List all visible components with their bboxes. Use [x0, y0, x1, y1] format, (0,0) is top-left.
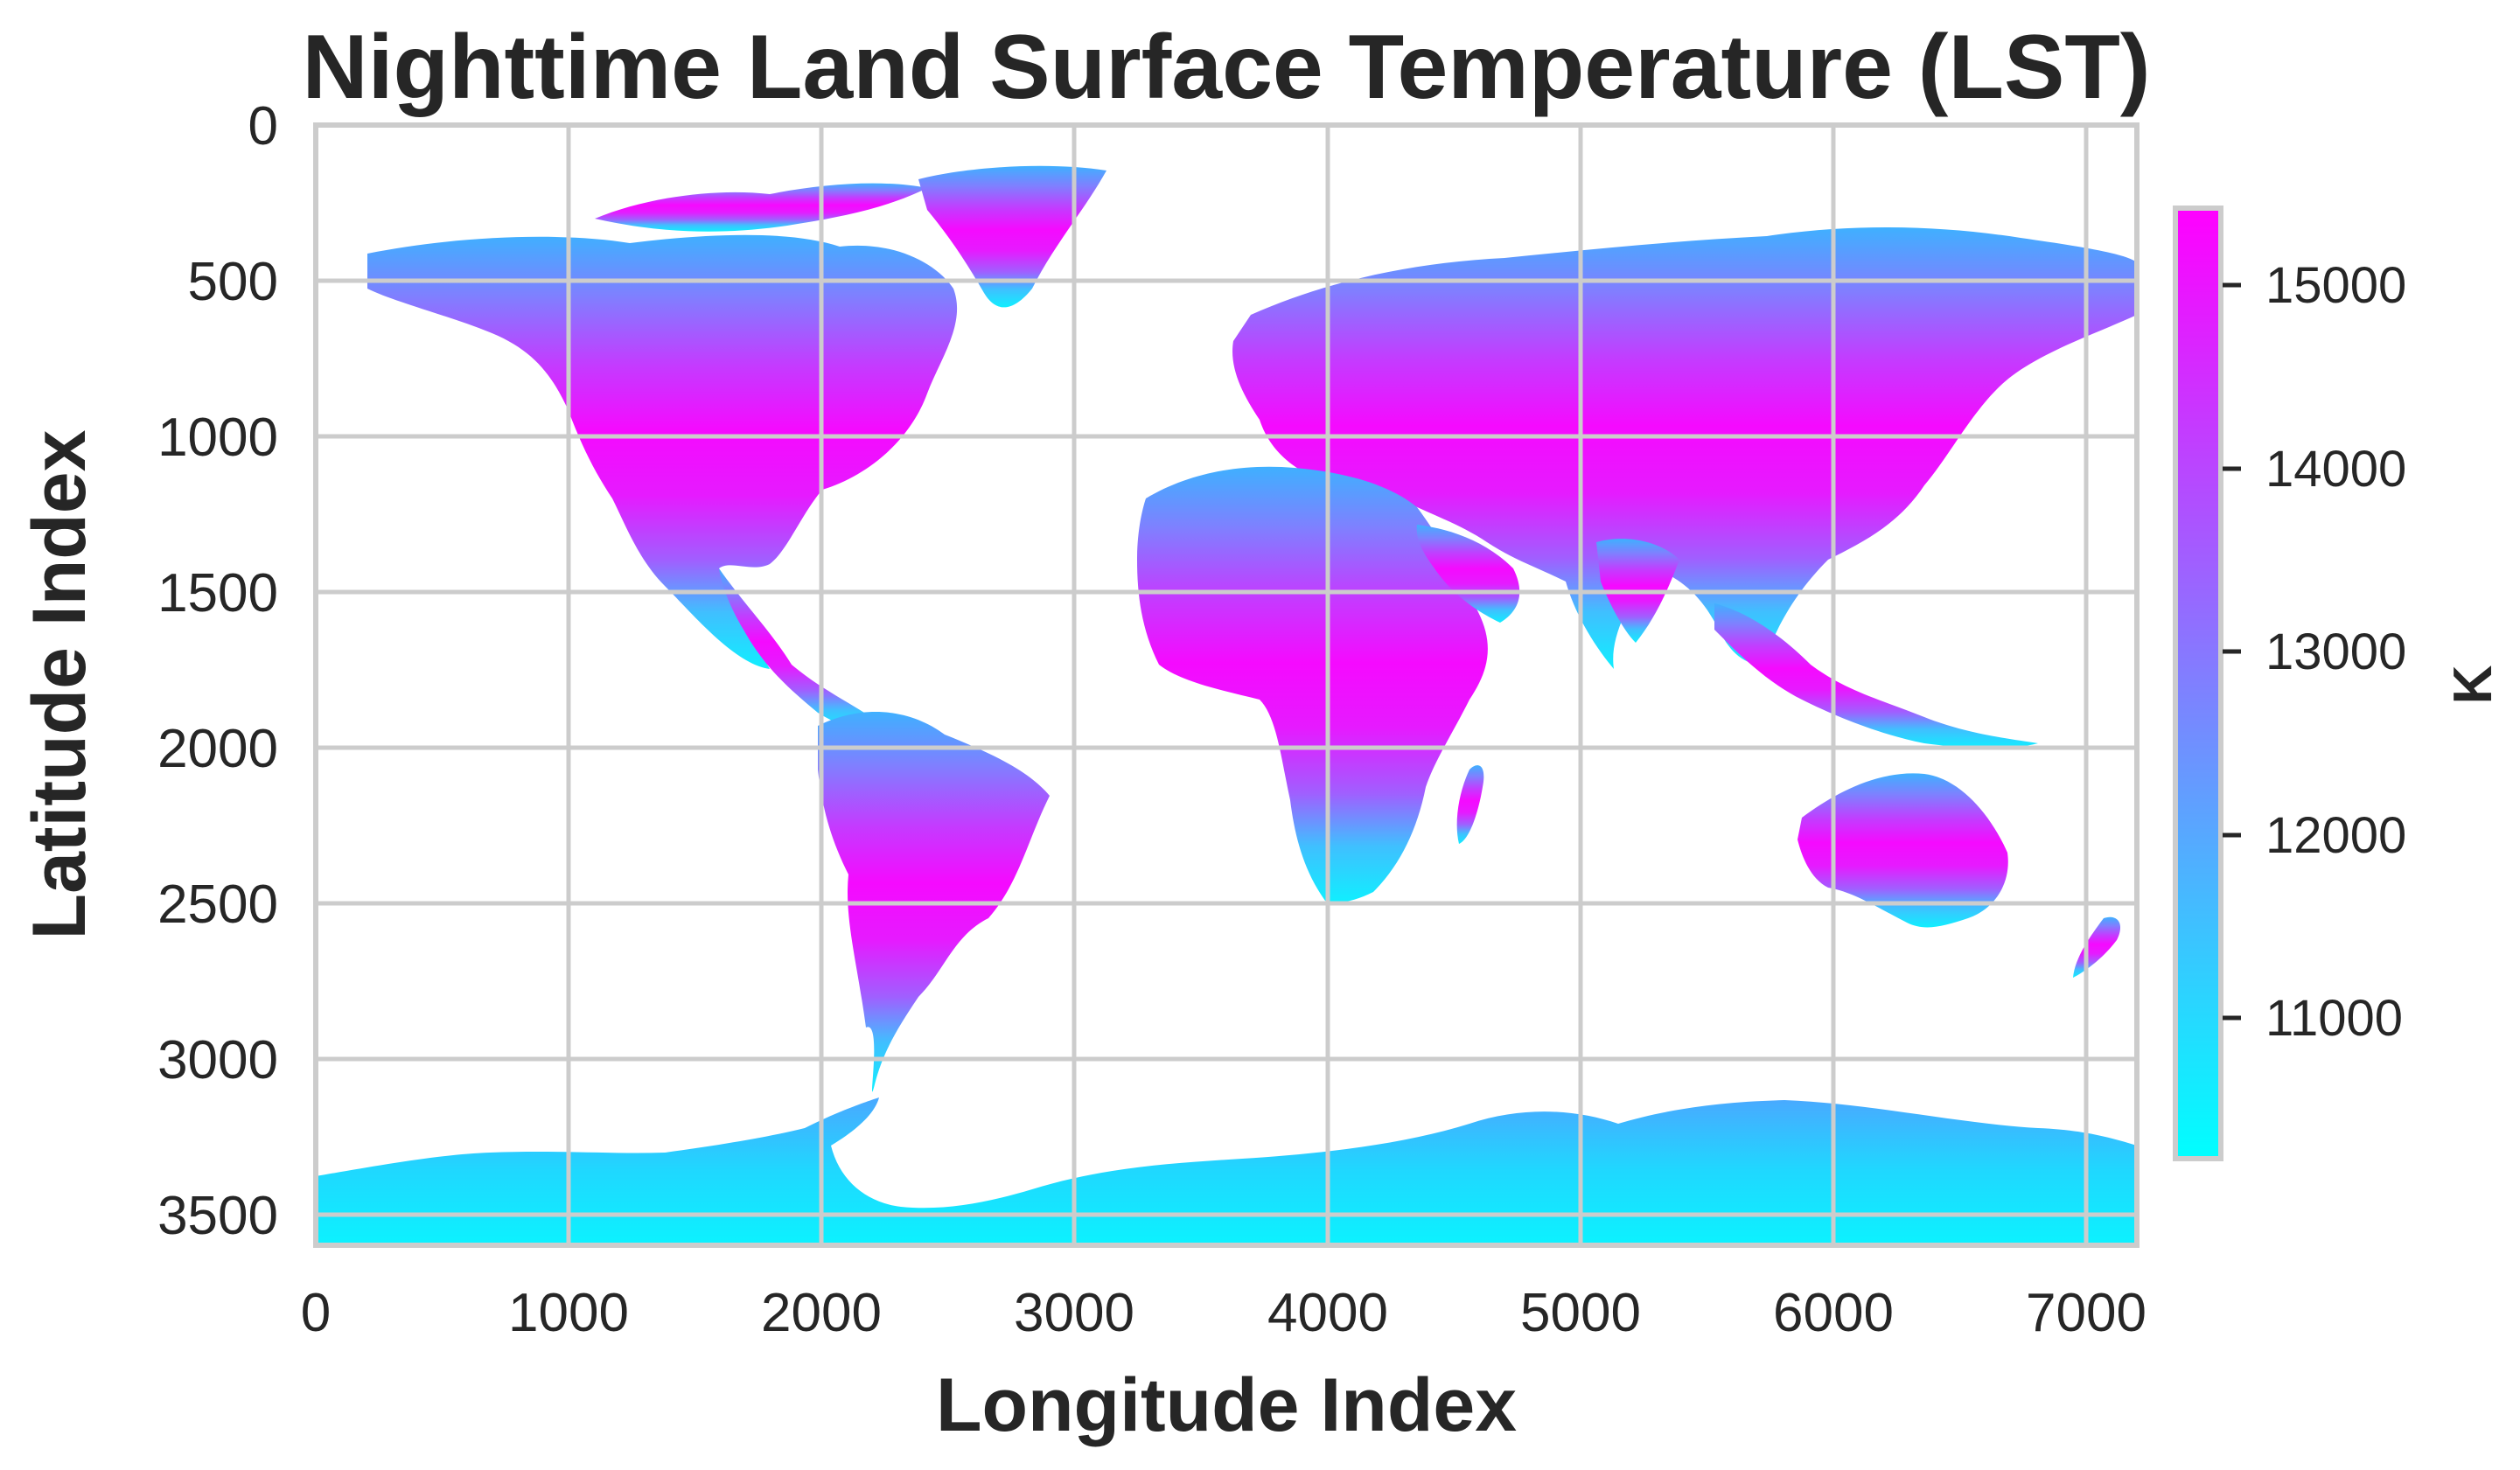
colorbar-tick-label: 15000: [2265, 257, 2406, 314]
y-tick-label: 2000: [157, 719, 278, 779]
landmass-greenland: [918, 165, 1106, 308]
colorbar-tick-label: 11000: [2265, 990, 2403, 1047]
colorbar-label: K: [2443, 665, 2503, 704]
y-tick-label: 500: [188, 252, 278, 312]
plot-area: [313, 122, 2140, 1248]
x-tick-label: 5000: [1520, 1283, 1641, 1343]
landmass-arabia: [1416, 525, 1520, 623]
colorbar: 11000 12000 13000 14000 15000 K: [2173, 206, 2503, 1161]
landmass-eurasia: [1232, 227, 2137, 669]
landmass-arctic-islands: [595, 183, 927, 232]
y-gridlines: [316, 278, 2137, 1217]
x-tick-label: 1000: [508, 1283, 629, 1343]
x-axis-label: Longitude Index: [936, 1363, 1517, 1447]
colorbar-tick-labels: 11000 12000 13000 14000 15000: [2265, 257, 2406, 1047]
x-tick-label: 3000: [1014, 1283, 1134, 1343]
landmass-madagascar: [1456, 765, 1484, 844]
x-tick-label: 0: [301, 1283, 331, 1343]
colorbar-tick-label: 14000: [2265, 441, 2406, 498]
x-tick-label: 4000: [1267, 1283, 1388, 1343]
x-tick-label: 6000: [1773, 1283, 1894, 1343]
y-axis-label: Latitude Index: [17, 429, 101, 939]
landmass-africa: [1137, 466, 1488, 902]
y-tick-label: 3500: [157, 1186, 278, 1246]
landmass-north-america: [367, 234, 958, 669]
y-tick-label: 1500: [157, 563, 278, 624]
y-tick-label: 1000: [157, 408, 278, 468]
landmass-antarctica: [316, 1097, 2137, 1245]
plot-frame: [313, 122, 2140, 1248]
y-tick-label: 2500: [157, 874, 278, 935]
y-tick-labels: 0 500 1000 1500 2000 2500 3000 3500: [157, 96, 278, 1246]
x-tick-label: 7000: [2026, 1283, 2147, 1343]
colorbar-gradient: [2173, 206, 2223, 1161]
colorbar-tick-label: 12000: [2265, 807, 2406, 864]
landmass-southeast-asia: [1714, 603, 2038, 749]
colorbar-tick-label: 13000: [2265, 624, 2406, 680]
x-tick-labels: 0 1000 2000 3000 4000 5000 6000 7000: [301, 1283, 2147, 1343]
chart-title: Nighttime Land Surface Temperature (LST): [302, 17, 2150, 118]
x-tick-label: 2000: [761, 1283, 882, 1343]
y-tick-label: 0: [248, 96, 278, 157]
landmass-australia: [1798, 773, 2008, 928]
y-tick-label: 3000: [157, 1030, 278, 1090]
colorbar-ticks: [2223, 282, 2241, 1021]
